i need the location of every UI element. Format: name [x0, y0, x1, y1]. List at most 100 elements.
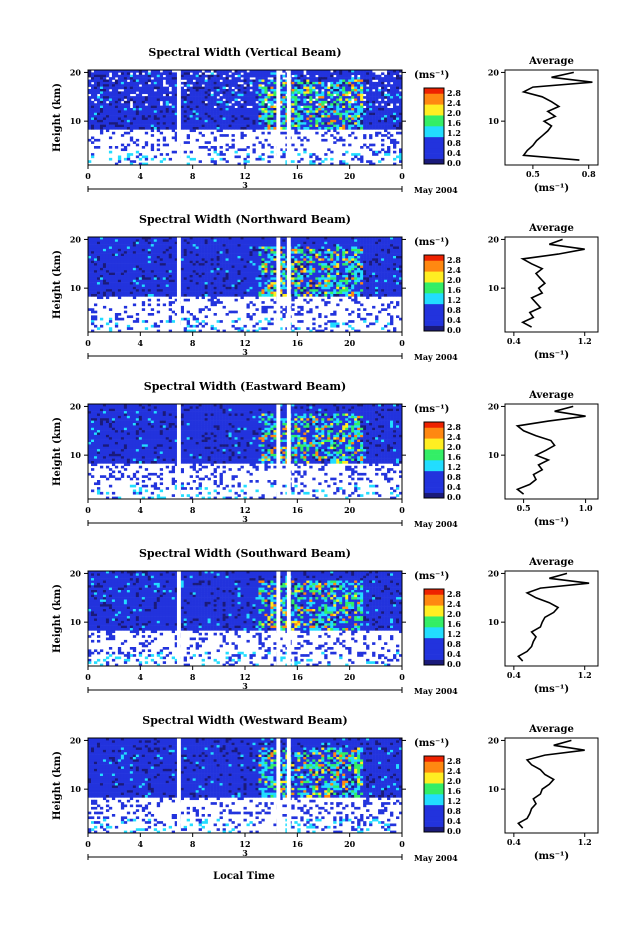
colorbar-cell [424, 309, 444, 316]
colorbar-cell [424, 320, 444, 326]
data-gap [176, 70, 181, 165]
colorbar-cell [424, 136, 444, 143]
x-tick-label: 12 [239, 672, 250, 682]
panel-3: Spectral Width (Southward Beam) 20 10 Heigh… [52, 547, 599, 696]
profile-y-tick-label: 20 [488, 568, 500, 578]
colorbar-tick-label: 0.0 [447, 325, 461, 335]
x-tick-label: 16 [292, 171, 304, 181]
colorbar-cell [424, 487, 444, 493]
profile-line [517, 572, 590, 662]
panel-title: Spectral Width (Eastward Beam) [144, 380, 346, 393]
profile-frame [504, 69, 599, 166]
colorbar-tick-label: 2.0 [447, 776, 461, 786]
y-axis-label: Height (km) [52, 417, 63, 486]
profile-line [515, 405, 586, 495]
x-tick-label: 20 [344, 171, 356, 181]
colorbar-tick-label: 1.2 [447, 295, 461, 305]
colorbar-cell [424, 826, 444, 833]
colorbar-cell [424, 432, 444, 439]
profile-line [517, 739, 585, 829]
heatmap-cells [88, 571, 403, 667]
colorbar-cell [424, 265, 444, 272]
y-axis-label: Height (km) [52, 250, 63, 319]
x-tick-label: 16 [292, 338, 304, 348]
colorbar-unit: (ms⁻¹) [414, 70, 449, 81]
colorbar-cell [424, 120, 444, 127]
x-tick-label: 0 [85, 672, 91, 682]
colorbar-tick-label: 1.2 [447, 796, 461, 806]
y-axis-label: Height (km) [52, 584, 63, 653]
colorbar-tick-label: 1.6 [447, 452, 461, 462]
x-tick-label: 4 [138, 338, 144, 348]
x-tick-label: 12 [239, 171, 250, 181]
x-tick-label: 16 [292, 505, 304, 515]
y-tick-label: 10 [70, 784, 82, 794]
colorbar-tick-label: 1.6 [447, 285, 461, 295]
colorbar-cell [424, 298, 444, 305]
data-gap [286, 571, 291, 666]
heatmap-cells [88, 70, 403, 166]
panel-title: Spectral Width (Westward Beam) [142, 714, 347, 727]
profile-xlabel: (ms⁻¹) [534, 517, 569, 528]
x-tick-label: 4 [138, 505, 144, 515]
colorbar-cell [424, 147, 444, 154]
colorbar-tick-label: 0.4 [447, 148, 461, 158]
profile-y-tick-label: 10 [488, 116, 500, 126]
colorbar-cell [424, 761, 444, 768]
colorbar-tick-label: 2.4 [447, 599, 461, 609]
colorbar-cell [424, 427, 444, 434]
x-tick-label: 20 [344, 338, 356, 348]
data-gap [276, 571, 281, 666]
panel-4: Spectral Width (Westward Beam) 20 10 Height… [52, 714, 599, 863]
colorbar-tick-label: 0.8 [447, 806, 461, 816]
profile-y-tick-label: 20 [488, 234, 500, 244]
colorbar-cell [424, 449, 444, 455]
x-tick-label: 20 [344, 839, 356, 849]
y-tick-label: 10 [70, 450, 82, 460]
colorbar-tick-label: 2.0 [447, 275, 461, 285]
y-tick-label: 10 [70, 283, 82, 293]
colorbar-frame [423, 755, 445, 833]
colorbar-tick-label: 1.2 [447, 629, 461, 639]
profile-x-tick-label: 1.2 [578, 837, 592, 847]
colorbar-cell [424, 255, 444, 261]
colorbar-tick-label: 2.0 [447, 442, 461, 452]
colorbar-cell [424, 610, 444, 617]
colorbar-tick-label: 1.2 [447, 128, 461, 138]
profile-title: Average [528, 557, 574, 568]
data-gap [276, 70, 281, 165]
profile-line [521, 71, 593, 161]
colorbar-unit: (ms⁻¹) [414, 571, 449, 582]
profile-x-tick-label: 1.2 [578, 670, 592, 680]
profile-x-tick-label: 1.2 [578, 336, 592, 346]
heatmap-cells [88, 738, 403, 834]
colorbar-tick-label: 2.8 [447, 756, 461, 766]
profile-frame [504, 403, 599, 500]
colorbar-cell [424, 443, 444, 450]
profile-xlabel: (ms⁻¹) [534, 684, 569, 695]
colorbar-tick-label: 0.8 [447, 639, 461, 649]
colorbar-cell [424, 594, 444, 601]
colorbar-cell [424, 772, 444, 779]
colorbar-tick-label: 0.4 [447, 315, 461, 325]
y-tick-label: 20 [70, 735, 82, 745]
colorbar-cell [424, 777, 444, 784]
panel-title: Spectral Width (Vertical Beam) [148, 46, 341, 59]
profile-y-tick-label: 20 [488, 735, 500, 745]
data-gap [286, 404, 291, 499]
colorbar-tick-label: 1.6 [447, 118, 461, 128]
profile-x-tick-label: 0.4 [507, 670, 521, 680]
colorbar-cell [424, 783, 444, 789]
profile-x-tick-label: 0.4 [507, 336, 521, 346]
profile-xlabel: (ms⁻¹) [534, 183, 569, 194]
colorbar-cell [424, 481, 444, 488]
x-tick-label: 0 [85, 338, 91, 348]
colorbar-cell [424, 804, 444, 811]
colorbar-cell [424, 93, 444, 100]
colorbar-cell [424, 815, 444, 822]
colorbar-cell [424, 648, 444, 655]
colorbar-cell [424, 810, 444, 817]
y-tick-label: 10 [70, 617, 82, 627]
data-gap [176, 571, 181, 666]
profile-xlabel: (ms⁻¹) [534, 350, 569, 361]
